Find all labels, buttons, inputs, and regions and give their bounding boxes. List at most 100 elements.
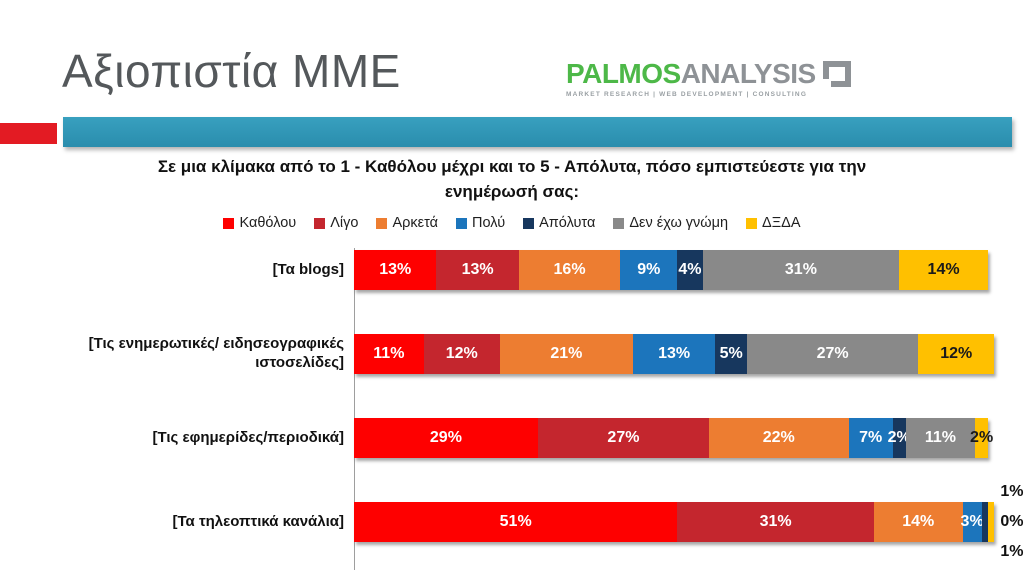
stacked-bar: 29% 27% 22% 7% 2% 11% 2% [354, 418, 993, 458]
segment-value-label-outside: 1% [1000, 483, 1024, 500]
category-label: [Τα τηλεοπτικά κανάλια] [172, 512, 344, 530]
segment-value-label: 31% [759, 513, 792, 530]
bar-segment: 21% [499, 334, 633, 374]
segment-value-label: 21% [550, 345, 583, 362]
category-label: [Τα blogs] [272, 260, 344, 278]
segment-value-label: 2% [970, 429, 994, 446]
legend-item: Απόλυτα [523, 215, 595, 231]
y-axis-line [354, 248, 355, 570]
segment-value-label: 11% [924, 429, 956, 446]
legend-label: Δεν έχω γνώμη [629, 215, 729, 231]
bar-segment: 22% [709, 418, 849, 458]
segment-value-label: 5% [719, 345, 743, 362]
legend-item: Λίγο [314, 215, 358, 231]
bar-segment: 12% [423, 334, 500, 374]
legend-swatch [456, 217, 468, 229]
segment-value-label: 7% [859, 429, 883, 446]
bar-area: 13% 13% 16% 9% 4% 31% 14% [354, 248, 1013, 332]
bar-segment: 14% [899, 250, 988, 290]
legend-item: Αρκετά [376, 215, 438, 231]
legend-label: Αρκετά [392, 215, 439, 231]
stacked-bar: 13% 13% 16% 9% 4% 31% 14% [354, 250, 988, 290]
chart-row: [Τις ενημερωτικές/ ειδησεογραφικές ιστοσ… [8, 332, 1013, 416]
segment-value-label: 11% [373, 345, 405, 362]
segment-value-label: 4% [678, 261, 702, 278]
logo-wordmark: PALMOSANALYSIS [566, 60, 816, 88]
bar-segment: 27% [537, 418, 710, 458]
stacked-bar: 51% 31% 14% 3% [354, 502, 995, 542]
segment-value-label: 16% [553, 261, 586, 278]
segment-value-label: 27% [607, 429, 640, 446]
bar-segment: 9% [620, 250, 678, 290]
legend-item: ΔΞΔΑ [746, 215, 801, 231]
legend-label: Καθόλου [239, 215, 297, 231]
bar-segment: 13% [632, 334, 716, 374]
legend-swatch [314, 217, 326, 229]
bar-segment: 3% [960, 502, 984, 542]
bar-segment: 11% [354, 334, 424, 374]
bar-segment: 11% [905, 418, 976, 458]
bar-segment: 29% [354, 418, 538, 458]
bar-area: 11% 12% 21% 13% 5% 27% 12% [354, 332, 1013, 416]
legend-label: Απόλυτα [539, 215, 596, 231]
logo-text-analysis: ANALYSIS [680, 58, 817, 89]
chart-legend: Καθόλου Λίγο Αρκετά Πολύ Απόλυτα Δεν έχω γνώμ… [0, 215, 1024, 231]
bar-segment: 51% [354, 502, 678, 542]
bar-segment: 31% [702, 250, 900, 290]
segment-value-label: 13% [461, 261, 494, 278]
legend-item: Πολύ [456, 215, 505, 231]
category-label: [Τις εφημερίδες/περιοδικά] [152, 428, 344, 446]
segment-value-label: 14% [927, 261, 960, 278]
legend-swatch [746, 217, 758, 229]
logo-tagline: MARKET RESEARCH | WEB DEVELOPMENT | CONS… [566, 91, 808, 98]
teal-accent-bar [63, 117, 1012, 147]
stacked-bar-chart: [Τα blogs] 13% 13% 16% 9% 4% 31% 14% [Τις ενημερ… [8, 248, 1024, 576]
bar-segment: 27% [747, 334, 919, 374]
stacked-bar: 11% 12% 21% 13% 5% 27% 12% [354, 334, 995, 374]
segment-value-label: 22% [762, 429, 795, 446]
segment-value-label: 13% [658, 345, 691, 362]
palmos-analysis-logo: PALMOSANALYSIS MARKET RESEARCH | WEB DEV… [566, 60, 851, 98]
legend-item: Καθόλου [223, 215, 296, 231]
bar-segment: 5% [715, 334, 748, 374]
bar-area: 29% 27% 22% 7% 2% 11% 2% [354, 416, 1013, 500]
bar-segment: 4% [677, 250, 703, 290]
bar-segment: 12% [918, 334, 995, 374]
chart-rows: [Τα blogs] 13% 13% 16% 9% 4% 31% 14% [Τις ενημερ… [8, 248, 1024, 576]
segment-value-label: 29% [429, 429, 462, 446]
legend-swatch [376, 217, 388, 229]
bar-segment: 14% [873, 502, 963, 542]
segment-value-label: 13% [379, 261, 412, 278]
survey-question: Σε μια κλίμακα από το 1 - Καθόλου μέχρι … [157, 157, 867, 201]
survey-question-wrap: Σε μια κλίμακα από το 1 - Καθόλου μέχρι … [0, 155, 1024, 204]
page-title: Αξιοπιστία ΜΜΕ [62, 45, 401, 97]
legend-swatch [523, 217, 535, 229]
red-accent-bar [0, 123, 57, 144]
logo-text-palmos: PALMOS [566, 58, 681, 89]
palmos-logo-icon [822, 61, 851, 87]
bar-segment: 7% [848, 418, 893, 458]
bar-segment: 13% [436, 250, 519, 290]
segment-value-label-outside: 0% [1000, 513, 1024, 530]
chart-row: [Τα τηλεοπτικά κανάλια] 51% 31% 14% 3% 1% 0% 1% [8, 483, 1024, 576]
segment-value-label: 31% [784, 261, 817, 278]
chart-row: [Τα blogs] 13% 13% 16% 9% 4% 31% 14% [8, 248, 1013, 332]
segment-value-label: 14% [902, 513, 935, 530]
chart-row: [Τις εφημερίδες/περιοδικά] 29% 27% 22% 7% 2% 1… [8, 416, 1013, 500]
bar-segment: 31% [677, 502, 874, 542]
bar-segment: 2% [888, 418, 911, 458]
segment-value-label: 12% [940, 345, 973, 362]
bar-segment [987, 502, 995, 542]
segment-value-label: 9% [637, 261, 661, 278]
segment-value-label: 12% [445, 345, 478, 362]
legend-label: Λίγο [330, 215, 359, 231]
segment-value-label: 3% [960, 513, 984, 530]
logo-text: PALMOSANALYSIS MARKET RESEARCH | WEB DEV… [566, 60, 816, 99]
bar-area: 51% 31% 14% 3% 1% 0% 1% [354, 483, 1023, 576]
segment-value-label: 27% [816, 345, 849, 362]
category-label: [Τις ενημερωτικές/ ειδησεογραφικές ιστοσ… [88, 335, 344, 371]
bar-segment [981, 502, 988, 542]
legend-label: ΔΞΔΑ [762, 215, 801, 231]
bar-segment: 13% [354, 250, 437, 290]
